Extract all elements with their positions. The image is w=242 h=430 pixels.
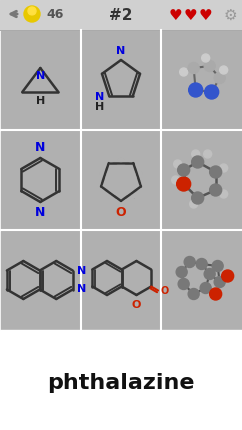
Bar: [0, 0, 242, 30]
Circle shape: [176, 267, 187, 277]
Circle shape: [220, 66, 228, 74]
Circle shape: [177, 177, 191, 191]
Circle shape: [210, 288, 222, 300]
Text: N: N: [35, 141, 45, 154]
Bar: [162, 31, 242, 129]
Text: ♥: ♥: [168, 7, 182, 22]
Bar: [162, 230, 242, 329]
Circle shape: [214, 276, 225, 288]
Text: O: O: [116, 206, 126, 219]
Circle shape: [178, 164, 190, 176]
Bar: [162, 130, 242, 230]
Text: 46: 46: [46, 9, 63, 22]
Text: #2: #2: [109, 7, 133, 22]
Text: H: H: [95, 102, 104, 112]
Text: N: N: [116, 46, 126, 56]
Circle shape: [214, 73, 225, 83]
Text: O: O: [132, 300, 141, 310]
Circle shape: [220, 190, 228, 198]
Text: N: N: [77, 265, 86, 276]
Bar: [29, 16, 35, 20]
Text: N: N: [35, 206, 45, 219]
Bar: [0, 31, 80, 129]
Circle shape: [180, 68, 188, 76]
Text: ♥: ♥: [198, 7, 212, 22]
Circle shape: [205, 85, 219, 99]
Circle shape: [192, 192, 204, 204]
Circle shape: [196, 258, 207, 270]
Circle shape: [24, 6, 40, 22]
Circle shape: [188, 62, 199, 74]
Text: N: N: [77, 285, 86, 295]
Circle shape: [172, 176, 180, 184]
Circle shape: [212, 261, 223, 271]
Circle shape: [192, 156, 204, 168]
Circle shape: [190, 200, 198, 208]
Circle shape: [202, 54, 210, 62]
Text: H: H: [36, 96, 45, 106]
Circle shape: [192, 150, 200, 158]
Text: O: O: [160, 286, 168, 295]
Circle shape: [204, 150, 212, 158]
Text: ♥: ♥: [183, 7, 197, 22]
Circle shape: [204, 61, 215, 71]
Circle shape: [184, 257, 195, 267]
Circle shape: [220, 164, 228, 172]
Bar: [81, 31, 161, 129]
Circle shape: [210, 184, 222, 196]
Circle shape: [200, 283, 211, 294]
Bar: [0, 130, 80, 230]
Circle shape: [204, 268, 215, 280]
Text: N: N: [36, 71, 45, 81]
Bar: [81, 230, 161, 329]
Text: ⚙: ⚙: [223, 7, 237, 22]
Circle shape: [210, 166, 222, 178]
Circle shape: [174, 160, 182, 168]
Circle shape: [222, 270, 234, 282]
Text: phthalazine: phthalazine: [47, 373, 195, 393]
Circle shape: [188, 289, 199, 300]
Bar: [0, 230, 80, 329]
Circle shape: [189, 83, 203, 97]
Bar: [81, 130, 161, 230]
Text: N: N: [95, 92, 104, 102]
Bar: [0, 330, 242, 430]
Circle shape: [28, 7, 36, 15]
Circle shape: [178, 279, 189, 289]
